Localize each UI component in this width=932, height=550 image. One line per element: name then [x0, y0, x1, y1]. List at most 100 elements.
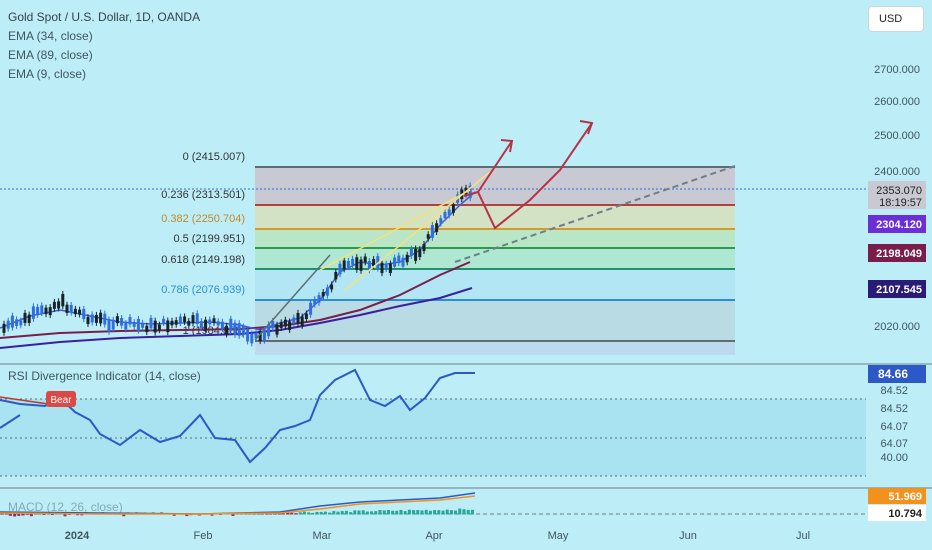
candle-body — [292, 317, 296, 324]
fib-label-3: 0.5 (2199.951) — [173, 233, 245, 245]
rsi-pane[interactable]: Bear 84.66 84.52 84.52 64.07 64.07 40.00 — [0, 365, 926, 477]
macd-histogram-bar — [294, 513, 298, 515]
macd-tag-2-label: 10.794 — [888, 508, 923, 520]
macd-histogram-bar — [50, 514, 54, 516]
channel-line-yellow-bottom[interactable] — [344, 171, 491, 291]
ema-legend-89[interactable]: EMA (89, close) — [8, 48, 93, 62]
macd-tag-1 — [868, 488, 926, 504]
candle-body — [178, 316, 182, 324]
projection-arrow-path[interactable] — [463, 122, 593, 230]
candle-body — [2, 323, 6, 333]
candle-body — [254, 333, 258, 339]
macd-histogram-bar — [290, 512, 294, 515]
macd-histogram-bar — [378, 510, 382, 515]
rsi-tick: 64.07 — [880, 421, 908, 433]
time-label: Jul — [796, 530, 810, 542]
candle-body — [372, 259, 376, 267]
candle-body — [237, 323, 241, 336]
candle-body — [124, 323, 128, 330]
currency-button[interactable]: USD — [868, 6, 924, 32]
candle-body — [426, 234, 430, 239]
candle-body — [195, 313, 199, 325]
macd-histogram-bar — [172, 514, 176, 516]
rsi-pane-title[interactable]: RSI Divergence Indicator (14, close) — [8, 369, 201, 383]
macd-histogram-bar — [302, 511, 306, 515]
macd-signal-line — [0, 495, 476, 515]
macd-histogram-bar — [470, 509, 474, 515]
candle-body — [225, 325, 229, 335]
macd-histogram-bar — [328, 512, 332, 515]
candle-body — [317, 295, 321, 303]
time-axis[interactable]: 2024 Feb Mar Apr May Jun Jul — [65, 530, 810, 542]
macd-histogram-bar — [462, 509, 466, 515]
macd-histogram-bar — [231, 514, 235, 516]
candle-body — [447, 209, 451, 216]
macd-histogram-bar — [374, 511, 378, 515]
candle-body — [304, 313, 308, 320]
rsi-line — [0, 368, 475, 464]
macd-histogram-bar — [391, 510, 395, 515]
candle-body — [409, 248, 413, 256]
rsi-tick: 64.07 — [880, 438, 908, 450]
rsi-value-tag — [868, 365, 926, 383]
macd-histogram-bar — [298, 512, 302, 515]
symbol-title[interactable]: Gold Spot / U.S. Dollar, 1D, OANDA — [8, 10, 201, 24]
ema-tag-1 — [868, 215, 926, 233]
projection-arrow-short[interactable] — [477, 140, 513, 193]
macd-histogram-bar — [315, 511, 319, 515]
candle-body — [170, 320, 174, 326]
macd-histogram-bar — [420, 510, 424, 515]
fib-zone-2 — [255, 229, 735, 248]
candle-body — [363, 256, 367, 263]
candle-body — [199, 321, 203, 329]
candle-body — [36, 306, 40, 315]
macd-histogram-bar — [357, 510, 361, 515]
time-label: Apr — [425, 530, 442, 542]
candle-body — [153, 320, 157, 333]
candle-body — [23, 312, 27, 323]
channel-line-yellow-top[interactable] — [319, 189, 471, 271]
channel-line-lower[interactable] — [254, 254, 331, 341]
candle-body — [220, 321, 224, 330]
time-label: Mar — [313, 530, 332, 542]
fib-zone-0 — [255, 167, 735, 205]
macd-histogram-bar — [344, 510, 348, 515]
ema-legend-34[interactable]: EMA (34, close) — [8, 29, 93, 43]
macd-histogram-bar — [441, 510, 445, 515]
macd-histogram-bar — [210, 514, 214, 516]
candle-body — [468, 185, 472, 199]
macd-histogram-bar — [428, 510, 432, 515]
macd-histogram-bar — [395, 510, 399, 515]
candle-body — [78, 309, 82, 315]
countdown-label: 18:19:57 — [879, 197, 922, 209]
candle-body — [418, 249, 422, 258]
ema-tag-3-label: 2107.545 — [876, 284, 922, 296]
price-tick: 2400.000 — [874, 166, 920, 178]
candle-body — [262, 329, 266, 341]
candle-body — [82, 308, 86, 320]
ema-legend-9[interactable]: EMA (9, close) — [8, 67, 87, 81]
macd-histogram-bar — [437, 510, 441, 515]
price-scale[interactable]: 2700.000 2600.000 2500.000 2400.000 2020… — [868, 64, 926, 333]
candle-body — [65, 304, 69, 313]
candle-body — [208, 319, 212, 325]
candle-body — [187, 320, 191, 326]
macd-histogram-bar — [454, 510, 458, 515]
candle-body — [103, 313, 107, 325]
candle-body — [6, 320, 10, 329]
candle-body — [44, 307, 48, 315]
macd-pane[interactable]: 51.969 10.794 — [0, 488, 926, 521]
candle-body — [132, 322, 136, 327]
macd-histogram-bar — [349, 512, 353, 515]
candle-body — [157, 324, 161, 331]
fib-zone-1 — [255, 205, 735, 229]
price-tick: 2600.000 — [874, 96, 920, 108]
fibonacci-retracement[interactable]: 0 (2415.007) 0.236 (2313.501) 0.382 (225… — [161, 151, 735, 355]
current-price-label: 2353.070 — [876, 185, 922, 197]
candle-body — [57, 301, 61, 309]
macd-pane-title[interactable]: MACD (12, 26, close) — [8, 500, 123, 514]
candle-body — [86, 317, 90, 325]
candle-body — [69, 304, 73, 313]
candle-body — [405, 254, 409, 263]
